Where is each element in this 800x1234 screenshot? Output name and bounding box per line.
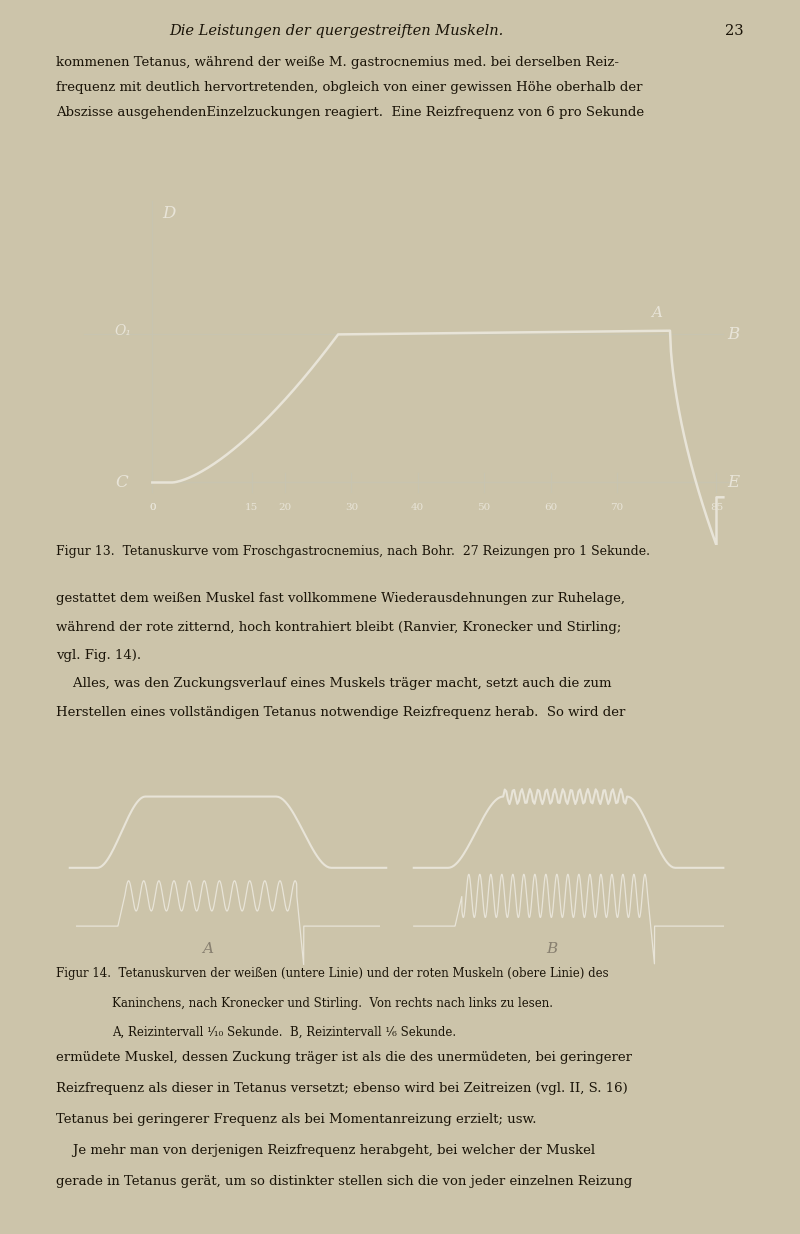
Text: D: D	[162, 205, 176, 222]
Text: Abszisse ausgehenden⁠Einzelzuckungen reagiert.  Eine Reizfrequenz von 6 pro Seku: Abszisse ausgehenden⁠Einzelzuckungen rea…	[56, 106, 644, 118]
Text: gestattet dem weißen Muskel fast vollkommene Wiederausdehnungen zur Ruhelage,: gestattet dem weißen Muskel fast vollkom…	[56, 592, 625, 606]
Text: 30: 30	[345, 503, 358, 512]
Text: 70: 70	[610, 503, 623, 512]
Text: 60: 60	[544, 503, 557, 512]
Text: 40: 40	[411, 503, 425, 512]
Text: Kaninchens, nach Kronecker und Stirling.  Von rechts nach links zu lesen.: Kaninchens, nach Kronecker und Stirling.…	[112, 997, 554, 1009]
Text: Je mehr man von derjenigen Reizfrequenz herabgeht, bei welcher der Muskel: Je mehr man von derjenigen Reizfrequenz …	[56, 1144, 595, 1156]
Text: E: E	[726, 474, 739, 491]
Text: 50: 50	[478, 503, 491, 512]
Text: Figur 14.  Tetanuskurven der weißen (untere Linie) und der roten Muskeln (obere : Figur 14. Tetanuskurven der weißen (unte…	[56, 967, 609, 981]
Text: Alles, was den Zuckungsverlauf eines Muskels träger macht, setzt auch die zum: Alles, was den Zuckungsverlauf eines Mus…	[56, 677, 611, 691]
Text: C: C	[115, 474, 128, 491]
Text: frequenz mit deutlich hervortretenden, obgleich von einer gewissen Höhe oberhalb: frequenz mit deutlich hervortretenden, o…	[56, 80, 642, 94]
Text: A: A	[650, 306, 662, 320]
Text: 0: 0	[149, 503, 156, 512]
Text: während der rote zitternd, hoch kontrahiert bleibt (Ranvier, Kronecker und Stirl: während der rote zitternd, hoch kontrahi…	[56, 621, 622, 634]
Text: B: B	[546, 943, 557, 956]
Text: vgl. Fig. 14).: vgl. Fig. 14).	[56, 649, 141, 663]
Text: 20: 20	[278, 503, 292, 512]
Text: 15: 15	[246, 503, 258, 512]
Text: kommenen Tetanus, während der weiße M. gastrocnemius med. bei derselben Reiz-: kommenen Tetanus, während der weiße M. g…	[56, 56, 619, 69]
Text: Figur 13.  Tetanuskurve vom Froschgastrocnemius, nach Bohr.  27 Reizungen pro 1 : Figur 13. Tetanuskurve vom Froschgastroc…	[56, 545, 650, 559]
Text: O₁: O₁	[114, 323, 132, 338]
Text: Tetanus bei geringerer Frequenz als bei Momentanreizung erzielt; usw.: Tetanus bei geringerer Frequenz als bei …	[56, 1113, 537, 1125]
Text: B: B	[726, 326, 739, 343]
Text: Herstellen eines vollständigen Tetanus notwendige Reizfrequenz herab.  So wird d: Herstellen eines vollständigen Tetanus n…	[56, 706, 626, 719]
Text: A, Reizintervall ¹⁄₁₀ Sekunde.  B, Reizintervall ¹⁄₆ Sekunde.: A, Reizintervall ¹⁄₁₀ Sekunde. B, Reizin…	[112, 1027, 457, 1039]
Text: A: A	[202, 943, 213, 956]
Text: 85: 85	[710, 503, 723, 512]
Text: 0: 0	[149, 503, 156, 512]
Text: ermüdete Muskel, dessen Zuckung träger ist als die des unermüdeten, bei geringer: ermüdete Muskel, dessen Zuckung träger i…	[56, 1051, 632, 1065]
Text: Die Leistungen der quergestreiften Muskeln.: Die Leistungen der quergestreiften Muske…	[169, 23, 503, 37]
Text: Reizfrequenz als dieser in Tetanus versetzt; ebenso wird bei Zeitreizen (vgl. II: Reizfrequenz als dieser in Tetanus verse…	[56, 1082, 628, 1095]
Text: 23: 23	[726, 23, 744, 37]
Text: gerade in Tetanus gerät, um so distinkter stellen sich die von jeder einzelnen R: gerade in Tetanus gerät, um so distinkte…	[56, 1175, 632, 1187]
